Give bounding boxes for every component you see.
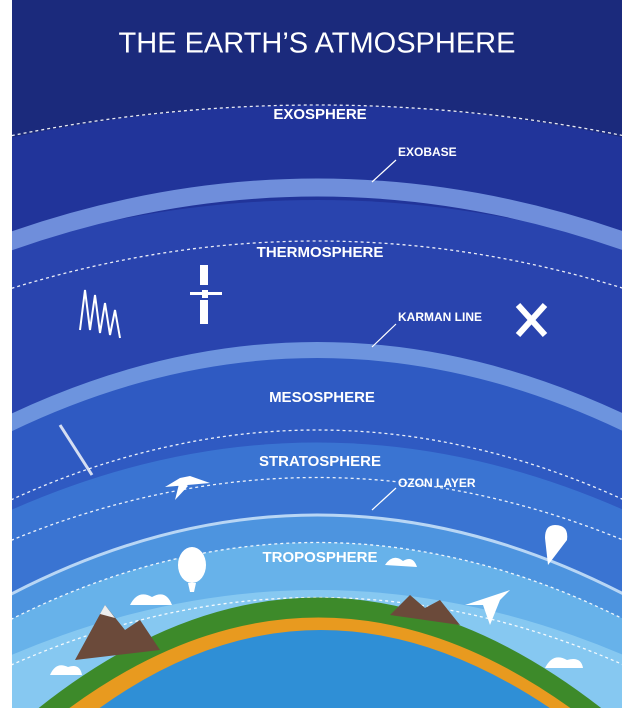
exobase-band — [12, 178, 622, 251]
karman-band — [12, 342, 622, 432]
mountain — [390, 595, 460, 625]
dashed-boundary — [12, 541, 622, 620]
balloon-basket — [188, 583, 196, 592]
satellite-icon — [515, 302, 548, 338]
layer-label: THERMOSPHERE — [257, 244, 384, 261]
cloud-icon — [130, 594, 172, 605]
layer-label: STRATOSPHERE — [259, 453, 381, 470]
leader-line — [371, 323, 397, 348]
dashed-boundary — [12, 476, 622, 541]
snow-cap — [100, 605, 115, 618]
layer-label: TROPOSPHERE — [262, 549, 377, 566]
mountain — [75, 605, 160, 660]
jet-icon — [165, 476, 210, 500]
dashed-boundary — [12, 429, 622, 501]
satellite-icon — [190, 265, 222, 324]
earth-ocean — [99, 630, 550, 708]
cloud-icon — [385, 557, 417, 567]
dashed-boundary — [12, 240, 622, 289]
cloud-icon — [50, 665, 82, 675]
airplane-icon — [465, 590, 510, 625]
ozone-line — [12, 513, 622, 596]
balloon-icon — [178, 547, 206, 583]
title: THE EARTH’S ATMOSPHERE — [119, 28, 516, 60]
boundary-label: KARMAN LINE — [398, 310, 482, 324]
cloud-icon — [545, 657, 583, 668]
layer-label: MESOSPHERE — [269, 389, 375, 406]
aurora-icon — [79, 289, 121, 339]
weather-balloon-icon — [545, 525, 568, 565]
layer-label: EXOSPHERE — [273, 106, 366, 123]
boundary-label: OZON LAYER — [398, 476, 476, 490]
leader-line — [371, 159, 397, 183]
dashed-boundary — [12, 104, 622, 137]
meteor-icon — [58, 424, 94, 476]
boundary-label: EXOBASE — [398, 145, 457, 159]
leader-line — [371, 487, 397, 511]
